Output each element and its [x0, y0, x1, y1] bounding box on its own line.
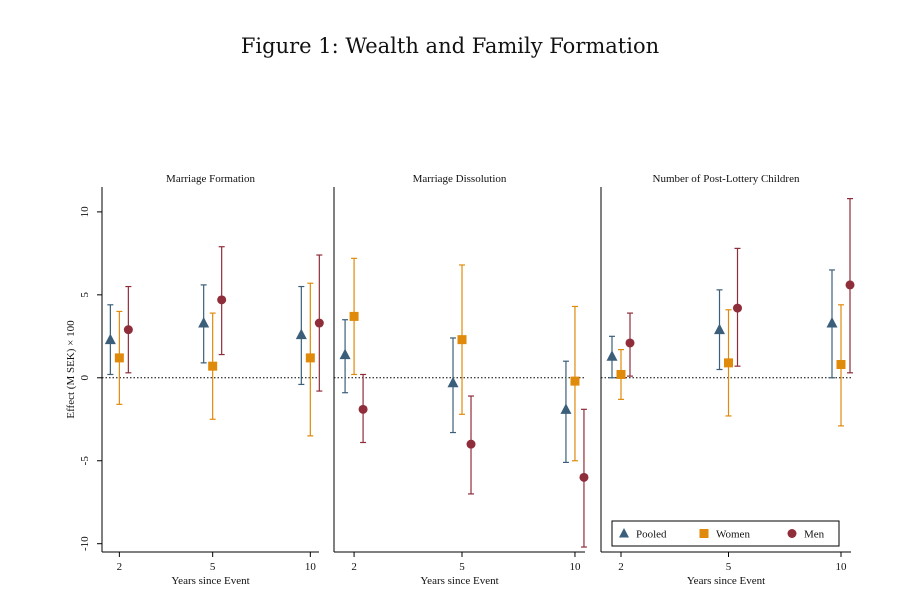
y-tick-label: 10 — [79, 206, 91, 218]
data-point-circle — [123, 325, 133, 335]
legend-box — [611, 520, 840, 547]
data-point-triangle — [198, 317, 210, 328]
x-tick-label: 5 — [210, 561, 216, 573]
data-point-triangle — [447, 376, 459, 388]
series-men — [358, 373, 589, 548]
data-point-circle — [733, 303, 742, 313]
series-women — [349, 257, 580, 462]
data-point-triangle — [295, 328, 307, 340]
data-point-triangle — [714, 323, 725, 335]
data-point-circle — [466, 439, 476, 449]
panel-title: Marriage Dissolution — [413, 173, 507, 185]
panel-title: Marriage Formation — [166, 173, 255, 185]
series-women — [114, 282, 315, 437]
data-point-circle — [579, 472, 589, 482]
data-point-square — [305, 353, 315, 363]
data-point-triangle — [826, 317, 838, 328]
data-point-triangle — [606, 350, 618, 361]
legend-label: Women — [716, 529, 750, 541]
data-point-triangle — [104, 333, 116, 345]
data-point-square — [616, 369, 626, 379]
series-pooled — [339, 319, 572, 464]
data-point-square — [114, 353, 124, 363]
y-tick-label: 5 — [79, 292, 91, 298]
series-pooled — [104, 284, 307, 386]
x-tick-label: 2 — [351, 561, 357, 573]
y-tick-label: -10 — [79, 536, 91, 551]
y-tick-label: -5 — [79, 456, 91, 466]
legend-marker-triangle — [619, 528, 629, 538]
panel-2: Marriage Dissolution 2 5 10 Years since Even… — [333, 173, 589, 587]
legend-marker-square — [699, 529, 709, 538]
figure-title: Figure 1: Wealth and Family Formation — [240, 34, 660, 58]
legend-label: Men — [804, 529, 825, 541]
panel-3: Number of Post-Lottery Children 2 5 10 Years… — [600, 173, 855, 587]
x-tick-label: 2 — [618, 561, 624, 573]
data-point-triangle — [339, 348, 351, 360]
data-point-square — [457, 335, 467, 345]
x-tick-label: 10 — [569, 561, 581, 573]
data-point-circle — [217, 295, 227, 305]
data-point-square — [724, 358, 733, 368]
data-point-triangle — [560, 403, 572, 414]
x-tick-label: 5 — [726, 561, 732, 573]
legend-label: Pooled — [636, 529, 667, 541]
data-point-square — [570, 376, 580, 386]
data-point-circle — [845, 280, 855, 290]
data-point-circle — [625, 338, 635, 348]
panel-title: Number of Post-Lottery Children — [653, 173, 800, 185]
panel-1: Marriage Formation 10 5 0 -5 -10 Effect (M SEK… — [65, 173, 324, 587]
data-point-square — [836, 360, 846, 370]
data-point-circle — [314, 318, 324, 328]
data-point-square — [208, 361, 218, 371]
legend-marker-circle — [787, 529, 797, 538]
data-point-square — [349, 311, 359, 321]
y-axis-label: Effect (M SEK) × 100 — [65, 320, 77, 419]
series-women — [616, 304, 846, 427]
y-tick-label: 0 — [79, 375, 91, 381]
x-tick-label: 5 — [459, 561, 465, 573]
series-men — [123, 246, 324, 392]
x-axis-label: Years since Event — [420, 575, 498, 587]
x-axis-label: Years since Event — [171, 575, 249, 587]
x-tick-label: 2 — [117, 561, 123, 573]
series-men — [625, 198, 855, 377]
series-pooled — [606, 269, 838, 379]
data-point-circle — [358, 404, 368, 414]
legend: Pooled Women Men — [611, 520, 840, 547]
x-tick-label: 10 — [305, 561, 317, 573]
x-axis-label: Years since Event — [687, 575, 765, 587]
x-tick-label: 10 — [836, 561, 848, 573]
